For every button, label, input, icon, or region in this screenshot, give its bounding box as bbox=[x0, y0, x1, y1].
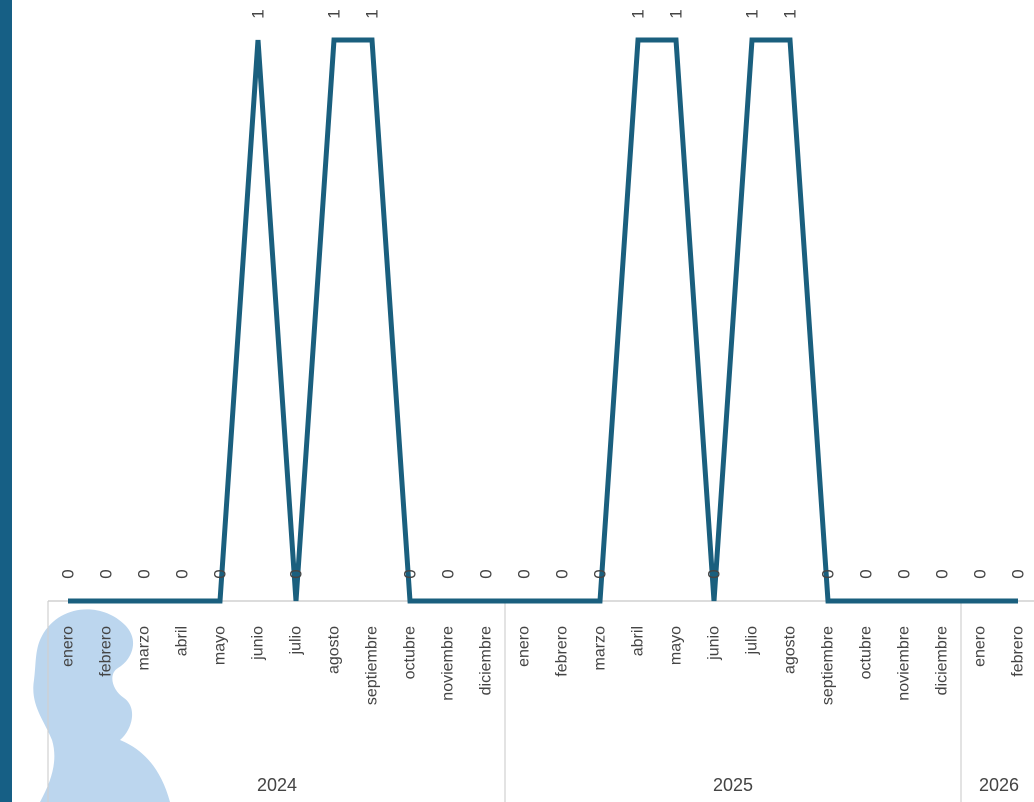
data-label: 0 bbox=[971, 569, 990, 578]
month-tick-label: marzo bbox=[592, 626, 609, 671]
data-label: 0 bbox=[819, 569, 838, 578]
data-label: 0 bbox=[515, 569, 534, 578]
data-label: 1 bbox=[781, 9, 800, 18]
series-line bbox=[68, 37, 1018, 604]
month-tick-label: enero bbox=[60, 626, 77, 667]
month-tick-label: enero bbox=[972, 626, 989, 667]
month-tick-label: septiembre bbox=[364, 626, 381, 705]
watermark-head bbox=[33, 609, 170, 802]
data-label: 0 bbox=[857, 569, 876, 578]
month-tick-label: diciembre bbox=[934, 626, 951, 695]
data-label: 0 bbox=[211, 569, 230, 578]
month-tick-label: marzo bbox=[136, 626, 153, 671]
data-label: 0 bbox=[933, 569, 952, 578]
month-tick-label: agosto bbox=[782, 626, 799, 674]
month-tick-label: julio bbox=[288, 626, 305, 656]
data-label: 0 bbox=[173, 569, 192, 578]
data-label: 0 bbox=[401, 569, 420, 578]
month-tick-label: junio bbox=[250, 626, 267, 661]
month-tick-label: abril bbox=[630, 626, 647, 656]
data-label: 0 bbox=[135, 569, 154, 578]
data-label-layer: 0 0 0 0 0 1 0 1 1 0 0 0 0 0 0 1 1 0 1 1 0 0 0 0 0 0 bbox=[59, 9, 1028, 578]
year-label: 2025 bbox=[713, 775, 753, 795]
data-label: 0 bbox=[97, 569, 116, 578]
year-label: 2026 bbox=[979, 775, 1019, 795]
month-tick-label: junio bbox=[706, 626, 723, 661]
month-tick-label: mayo bbox=[668, 626, 685, 665]
month-tick-label: julio bbox=[744, 626, 761, 656]
month-tick-label: mayo bbox=[212, 626, 229, 665]
left-accent-bar bbox=[0, 0, 12, 802]
month-tick-label: abril bbox=[174, 626, 191, 656]
data-label: 0 bbox=[895, 569, 914, 578]
month-tick-label: noviembre bbox=[440, 626, 457, 701]
month-tick-label: febrero bbox=[1010, 626, 1027, 677]
data-label: 1 bbox=[249, 9, 268, 18]
data-label: 0 bbox=[591, 569, 610, 578]
year-labels: 2024 2025 2026 bbox=[257, 775, 1019, 795]
month-tick-label: octubre bbox=[402, 626, 419, 679]
month-tick-label: septiembre bbox=[820, 626, 837, 705]
month-tick-label: enero bbox=[516, 626, 533, 667]
month-tick-labels: enero febrero marzo abril mayo junio julio agos… bbox=[60, 626, 1027, 705]
data-label: 0 bbox=[439, 569, 458, 578]
data-label: 0 bbox=[1009, 569, 1028, 578]
x-axis bbox=[47, 600, 1034, 802]
data-label: 1 bbox=[325, 9, 344, 18]
profile-head-silhouette-icon bbox=[33, 609, 170, 802]
data-label: 0 bbox=[705, 569, 724, 578]
year-label: 2024 bbox=[257, 775, 297, 795]
month-tick-label: diciembre bbox=[478, 626, 495, 695]
month-tick-label: octubre bbox=[858, 626, 875, 679]
month-tick-label: agosto bbox=[326, 626, 343, 674]
data-label: 0 bbox=[59, 569, 78, 578]
data-label: 1 bbox=[363, 9, 382, 18]
month-tick-label: febrero bbox=[554, 626, 571, 677]
data-label: 1 bbox=[629, 9, 648, 18]
month-tick-label: febrero bbox=[98, 626, 115, 677]
data-label: 1 bbox=[667, 9, 686, 18]
data-label: 0 bbox=[287, 569, 306, 578]
data-label: 0 bbox=[553, 569, 572, 578]
month-tick-label: noviembre bbox=[896, 626, 913, 701]
data-label: 1 bbox=[743, 9, 762, 18]
data-label: 0 bbox=[477, 569, 496, 578]
series-layer bbox=[68, 37, 1018, 604]
